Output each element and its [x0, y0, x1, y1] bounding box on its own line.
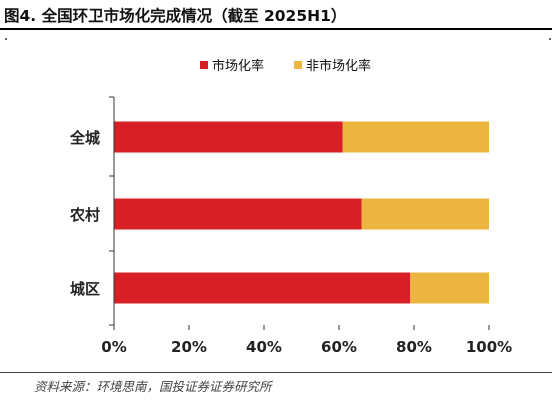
- bar-market: [114, 198, 362, 230]
- legend-label-market: 市场化率: [212, 59, 265, 74]
- x-tick-label: 40%: [246, 338, 282, 356]
- bar-market: [114, 121, 343, 153]
- category-label: 农村: [69, 206, 100, 224]
- legend-item-non-market: 非市场化率: [294, 55, 371, 74]
- x-tick-label: 20%: [171, 338, 207, 356]
- x-tick-label: 0%: [101, 338, 126, 356]
- legend-item-market: 市场化率: [200, 55, 264, 74]
- footer-divider: [0, 372, 552, 373]
- x-tick-label: 80%: [396, 338, 432, 356]
- source-note: 资料来源：环境思南，国投证券证券研究所: [34, 379, 272, 394]
- margin-dot: [549, 38, 551, 40]
- title-divider: [0, 28, 552, 30]
- legend-swatch-non-market: [294, 60, 302, 69]
- bar-market: [114, 272, 411, 304]
- bar-non-market: [361, 198, 489, 230]
- legend-swatch-market: [200, 60, 208, 69]
- x-tick-label: 100%: [466, 338, 512, 356]
- category-label: 全城: [69, 129, 100, 147]
- category-label: 城区: [70, 280, 100, 298]
- bar-non-market: [342, 121, 489, 153]
- bar-non-market: [410, 272, 489, 304]
- chart-title: 图4. 全国环卫市场化完成情况（截至 2025H1）: [4, 7, 347, 25]
- x-tick-label: 60%: [321, 338, 357, 356]
- legend-label-non-market: 非市场化率: [306, 59, 372, 74]
- margin-dot: [5, 38, 7, 40]
